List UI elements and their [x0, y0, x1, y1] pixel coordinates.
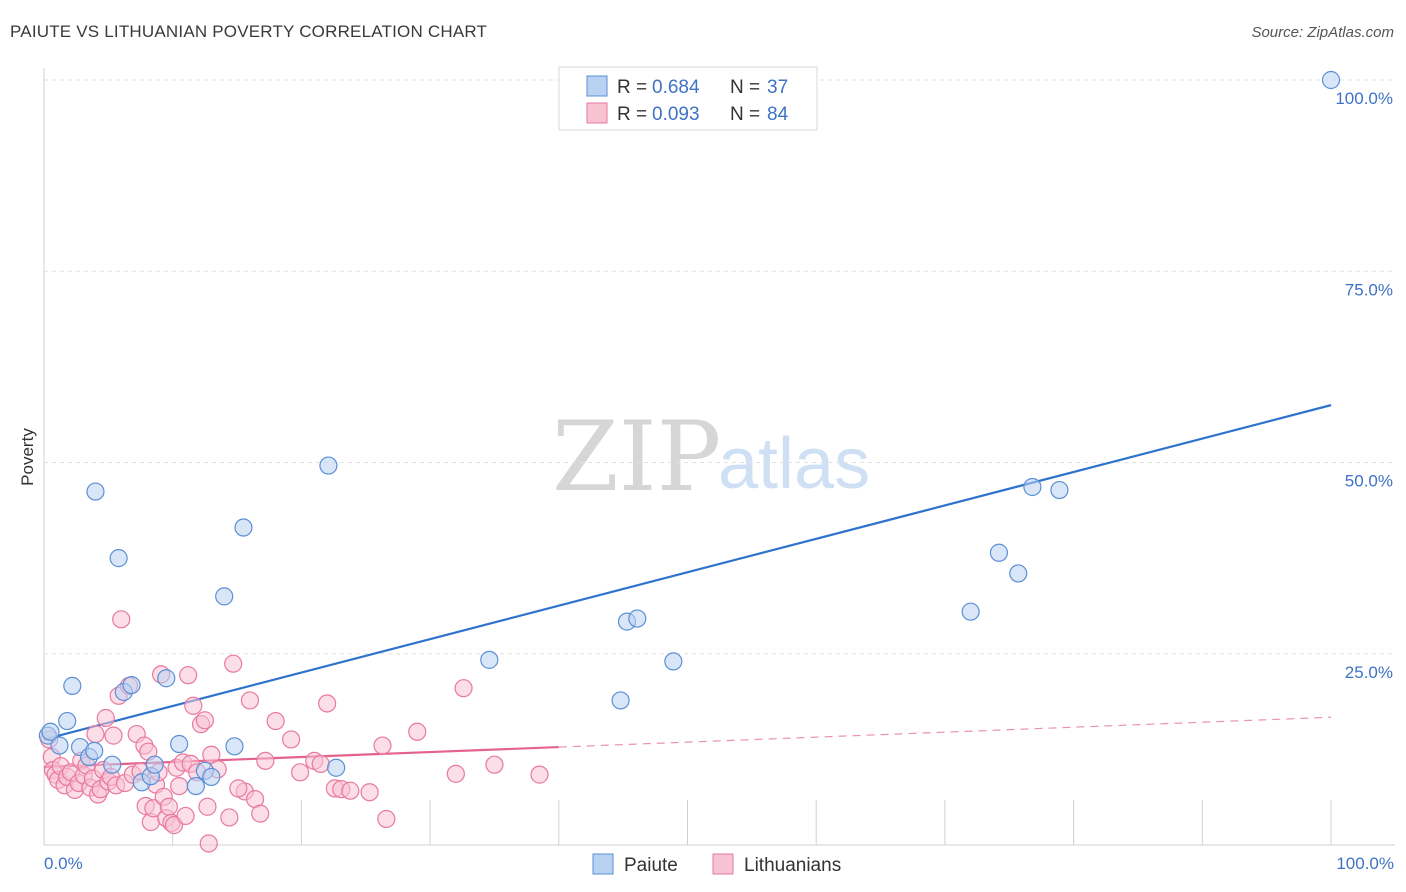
data-point-paiute	[103, 755, 122, 774]
data-point-lithuanians	[266, 711, 285, 731]
data-point-lithuanians	[282, 730, 301, 749]
data-point-paiute	[109, 549, 128, 568]
series-paiute-points	[38, 70, 1341, 796]
data-point-paiute	[664, 652, 683, 671]
data-point-paiute	[145, 755, 164, 774]
data-point-lithuanians	[360, 783, 379, 802]
x-tick-label-max: 100.0%	[1336, 854, 1394, 873]
data-point-lithuanians	[256, 751, 275, 770]
trend-line-paiute	[43, 404, 1332, 741]
legend-swatch-lithuanians	[586, 102, 608, 124]
legend-n-value-paiute: 37	[767, 77, 788, 98]
watermark-atlas: atlas	[718, 424, 870, 504]
data-point-paiute	[122, 676, 141, 695]
series-lithuanians-points	[40, 610, 549, 853]
data-point-lithuanians	[240, 691, 260, 710]
data-point-lithuanians	[176, 806, 195, 826]
data-point-lithuanians	[86, 724, 105, 744]
data-point-lithuanians	[220, 808, 239, 827]
data-point-paiute	[58, 711, 77, 731]
data-point-lithuanians	[311, 754, 330, 774]
data-point-lithuanians	[198, 797, 217, 816]
data-point-paiute	[50, 736, 69, 755]
legend-r-label-paiute: R =	[617, 77, 647, 98]
data-point-lithuanians	[377, 809, 396, 829]
watermark: ZIP atlas	[552, 401, 870, 513]
trend-line-extension-lithuanians	[558, 716, 1332, 748]
data-point-paiute	[41, 722, 60, 741]
data-point-lithuanians	[229, 779, 248, 798]
bottom-legend-swatch-lithuanians	[712, 853, 734, 875]
legend-n-label-lithuanians: N =	[730, 104, 760, 125]
data-point-paiute	[989, 543, 1009, 562]
chart-title: PAIUTE VS LITHUANIAN POVERTY CORRELATION…	[10, 22, 488, 41]
data-point-lithuanians	[291, 763, 310, 782]
legend-n-label-paiute: N =	[730, 77, 760, 98]
y-tick-label: 50.0%	[1345, 472, 1393, 491]
grid-lines	[44, 79, 1395, 655]
data-point-paiute	[1023, 477, 1042, 497]
data-point-lithuanians	[104, 726, 123, 745]
y-tick-label: 25.0%	[1345, 663, 1393, 682]
data-point-paiute	[225, 737, 244, 756]
data-point-paiute	[1009, 564, 1028, 583]
data-point-paiute	[63, 676, 82, 695]
data-point-paiute	[215, 587, 234, 606]
data-point-paiute	[170, 734, 189, 754]
series-legend: Paiute Lithuanians	[592, 853, 841, 876]
data-point-lithuanians	[485, 755, 504, 774]
data-point-paiute	[628, 609, 647, 628]
data-point-paiute	[961, 602, 980, 621]
data-point-lithuanians	[408, 722, 427, 741]
data-point-paiute	[611, 691, 630, 710]
legend-n-value-lithuanians: 84	[767, 104, 789, 125]
data-point-paiute	[327, 758, 346, 777]
data-point-lithuanians	[318, 694, 337, 713]
data-point-paiute	[186, 776, 205, 796]
trend-lines	[43, 404, 1332, 769]
legend-r-value-lithuanians: 0.093	[652, 104, 700, 125]
data-point-lithuanians	[195, 711, 214, 730]
trend-line-lithuanians	[43, 745, 559, 769]
stats-legend: R = 0.684 N = 37 R = 0.093 N = 84	[558, 66, 818, 131]
data-point-lithuanians	[454, 679, 473, 698]
data-point-paiute	[1321, 70, 1341, 90]
y-tick-label: 100.0%	[1335, 89, 1393, 108]
source-credit: Source: ZipAtlas.com	[1251, 24, 1394, 41]
data-point-lithuanians	[170, 776, 189, 796]
data-point-paiute	[480, 650, 499, 669]
watermark-zip: ZIP	[552, 401, 721, 513]
legend-r-label-lithuanians: R =	[617, 104, 647, 125]
data-point-paiute	[85, 741, 104, 761]
data-point-paiute	[86, 482, 105, 501]
data-point-lithuanians	[251, 804, 270, 823]
data-point-paiute	[319, 456, 338, 475]
data-point-lithuanians	[373, 736, 392, 755]
data-point-lithuanians	[530, 765, 549, 784]
data-point-paiute	[157, 669, 176, 688]
data-point-lithuanians	[199, 834, 218, 853]
bottom-legend-label-paiute: Paiute	[624, 855, 678, 876]
legend-r-value-paiute: 0.684	[652, 77, 700, 98]
y-axis-label: Poverty	[18, 428, 37, 486]
data-point-lithuanians	[446, 764, 465, 783]
data-point-paiute	[202, 767, 221, 787]
data-point-paiute	[234, 518, 253, 537]
x-axis-ticks	[43, 800, 1332, 845]
data-point-lithuanians	[96, 708, 115, 728]
legend-swatch-paiute	[586, 75, 608, 97]
bottom-legend-swatch-paiute	[592, 853, 614, 875]
data-point-lithuanians	[159, 797, 178, 816]
data-point-lithuanians	[184, 696, 203, 715]
data-point-lithuanians	[224, 654, 243, 673]
data-point-lithuanians	[112, 610, 131, 629]
data-point-lithuanians	[341, 781, 360, 800]
y-tick-label: 75.0%	[1345, 280, 1393, 299]
data-point-paiute	[1050, 480, 1069, 500]
data-point-lithuanians	[179, 666, 198, 685]
bottom-legend-label-lithuanians: Lithuanians	[744, 855, 841, 876]
x-tick-label-min: 0.0%	[44, 854, 83, 873]
y-axis-tick-labels: 25.0% 50.0% 75.0% 100.0%	[1335, 89, 1393, 682]
